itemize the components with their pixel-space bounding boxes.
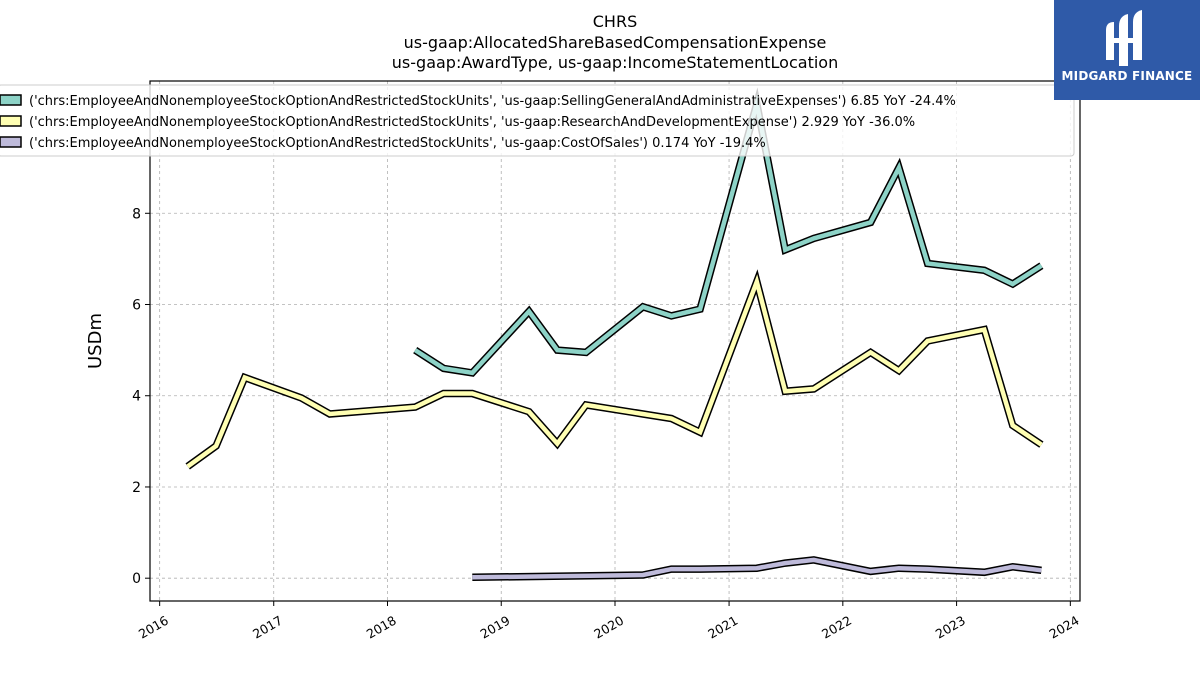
- x-tick-label: 2023: [933, 613, 968, 642]
- x-tick-label: 2020: [591, 613, 626, 642]
- legend-box: [0, 84, 1075, 157]
- x-axis: 2016 2017 2018 2019 2020 2021 2022 2023 2024: [136, 601, 1082, 642]
- series-stroke: [472, 557, 1042, 580]
- y-tick-label: 0: [132, 571, 141, 587]
- logo-text: MIDGARD FINANCE: [1061, 69, 1193, 83]
- legend-entry: ('chrs:EmployeeAndNonemployeeStockOption…: [29, 136, 766, 151]
- series-layer: [185, 87, 1044, 582]
- legend-swatch: [0, 94, 22, 106]
- title-line-3: us-gaap:AwardType, us-gaap:IncomeStateme…: [392, 53, 838, 72]
- legend-swatch: [0, 136, 22, 148]
- x-tick-label: 2021: [705, 613, 740, 642]
- series-line-3: [472, 556, 1042, 582]
- x-tick-label: 2019: [477, 613, 512, 642]
- series-line-1: [413, 87, 1044, 377]
- y-axis-label: USDm: [85, 313, 106, 369]
- y-tick-label: 2: [132, 480, 141, 496]
- midgard-logo-icon: [1106, 10, 1142, 66]
- legend-entry: ('chrs:EmployeeAndNonemployeeStockOption…: [29, 94, 956, 109]
- series-line-2: [185, 269, 1044, 470]
- legend-swatch: [0, 115, 22, 127]
- chart-title: CHRS us-gaap:AllocatedShareBasedCompensa…: [392, 12, 838, 72]
- legend-entry: ('chrs:EmployeeAndNonemployeeStockOption…: [29, 115, 915, 130]
- title-line-1: CHRS: [593, 12, 637, 31]
- legend: ('chrs:EmployeeAndNonemployeeStockOption…: [0, 84, 1075, 157]
- x-tick-label: 2017: [250, 613, 285, 642]
- y-tick-label: 4: [132, 389, 141, 405]
- grid-lines: [150, 81, 1080, 601]
- y-tick-label: 8: [132, 206, 141, 222]
- midgard-finance-logo: MIDGARD FINANCE: [1054, 0, 1200, 100]
- x-tick-label: 2016: [136, 613, 171, 642]
- series-outline: [185, 269, 1044, 470]
- x-tick-label: 2024: [1047, 613, 1082, 642]
- title-line-2: us-gaap:AllocatedShareBasedCompensationE…: [404, 33, 827, 52]
- y-axis: 0 2 4 6 8: [132, 206, 150, 587]
- y-tick-label: 6: [132, 298, 141, 314]
- series-stroke: [413, 93, 1043, 376]
- x-tick-label: 2022: [819, 613, 854, 642]
- x-tick-label: 2018: [364, 613, 399, 642]
- series-stroke: [186, 274, 1043, 469]
